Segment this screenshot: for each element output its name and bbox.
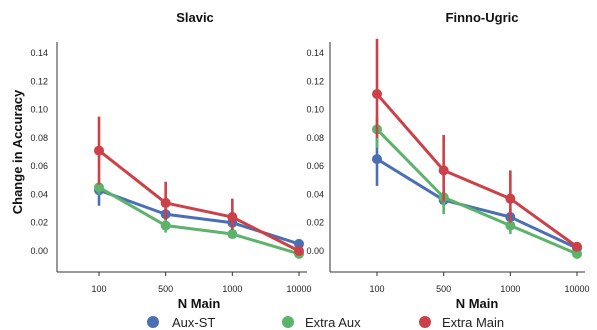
x-axis-label: N Main bbox=[456, 296, 499, 311]
data-point bbox=[572, 248, 582, 259]
series-extra-aux bbox=[372, 116, 582, 259]
legend-marker bbox=[282, 316, 294, 328]
data-point bbox=[94, 182, 104, 193]
x-tick-label: 500 bbox=[158, 284, 173, 294]
series-extra-main bbox=[94, 116, 304, 256]
y-tick-label: 0.06 bbox=[30, 161, 48, 171]
legend: Aux-ST Extra Aux Extra Main bbox=[147, 315, 504, 330]
chart-panel-1: Slavic 0.00 0.02 0.04 0.06 0.08 0.10 0.12 0.14 10… bbox=[10, 10, 312, 311]
data-point bbox=[505, 220, 516, 231]
series-line bbox=[98, 186, 300, 256]
series-line bbox=[376, 157, 578, 250]
chart-title: Finno-Ugric bbox=[446, 10, 519, 25]
y-tick-label: 0.00 bbox=[306, 246, 324, 256]
y-tick-label: 0.04 bbox=[306, 189, 324, 199]
series-extra-main bbox=[372, 38, 582, 252]
legend-label: Extra Aux bbox=[305, 315, 361, 330]
y-tick-label: 0.00 bbox=[30, 246, 48, 256]
legend-label: Aux-ST bbox=[172, 315, 215, 330]
y-tick-label: 0.10 bbox=[306, 105, 324, 115]
data-point bbox=[505, 193, 516, 204]
data-point bbox=[227, 229, 238, 240]
data-point bbox=[572, 241, 582, 252]
x-tick-label: 100 bbox=[369, 284, 384, 294]
y-tick-label: 0.12 bbox=[306, 76, 324, 86]
y-tick-label: 0.14 bbox=[306, 48, 324, 58]
data-point bbox=[94, 145, 104, 156]
x-tick-label: 500 bbox=[436, 284, 451, 294]
x-tick-label: 1000 bbox=[222, 284, 242, 294]
y-tick-label: 0.08 bbox=[306, 133, 324, 143]
x-axis-label: N Main bbox=[178, 296, 221, 311]
data-point bbox=[294, 238, 304, 249]
data-point bbox=[160, 197, 171, 208]
x-tick-label: 1000 bbox=[500, 284, 520, 294]
y-tick-label: 0.12 bbox=[30, 76, 48, 86]
x-tick-label: 10000 bbox=[564, 284, 589, 294]
data-point bbox=[372, 89, 382, 100]
x-tick-label: 100 bbox=[91, 284, 106, 294]
series-extra-aux bbox=[94, 182, 304, 259]
series-line bbox=[375, 93, 578, 248]
legend-label: Extra Main bbox=[442, 315, 504, 330]
y-tick-label: 0.02 bbox=[306, 218, 324, 228]
y-tick-label: 0.04 bbox=[30, 189, 48, 199]
series-line bbox=[98, 149, 300, 253]
y-tick-label: 0.06 bbox=[306, 161, 324, 171]
chart-title: Slavic bbox=[176, 10, 214, 25]
y-tick-label: 0.02 bbox=[30, 218, 48, 228]
y-axis-label: Change in Accuracy bbox=[10, 89, 25, 214]
data-point bbox=[438, 165, 449, 176]
y-tick-label: 0.08 bbox=[30, 133, 48, 143]
y-tick-label: 0.10 bbox=[30, 105, 48, 115]
legend-marker bbox=[147, 316, 159, 328]
data-point bbox=[227, 212, 238, 223]
chart-panel-2: Finno-Ugric 0.00 0.02 0.04 0.06 0.08 0.10 0.12 0… bbox=[306, 10, 589, 311]
data-point bbox=[294, 246, 304, 256]
data-point bbox=[372, 154, 382, 165]
x-tick-label: 10000 bbox=[286, 284, 311, 294]
series-line bbox=[375, 128, 578, 256]
series-aux-st bbox=[94, 184, 304, 249]
y-tick-label: 0.14 bbox=[30, 48, 48, 58]
legend-marker bbox=[419, 316, 431, 328]
data-point bbox=[160, 220, 171, 231]
